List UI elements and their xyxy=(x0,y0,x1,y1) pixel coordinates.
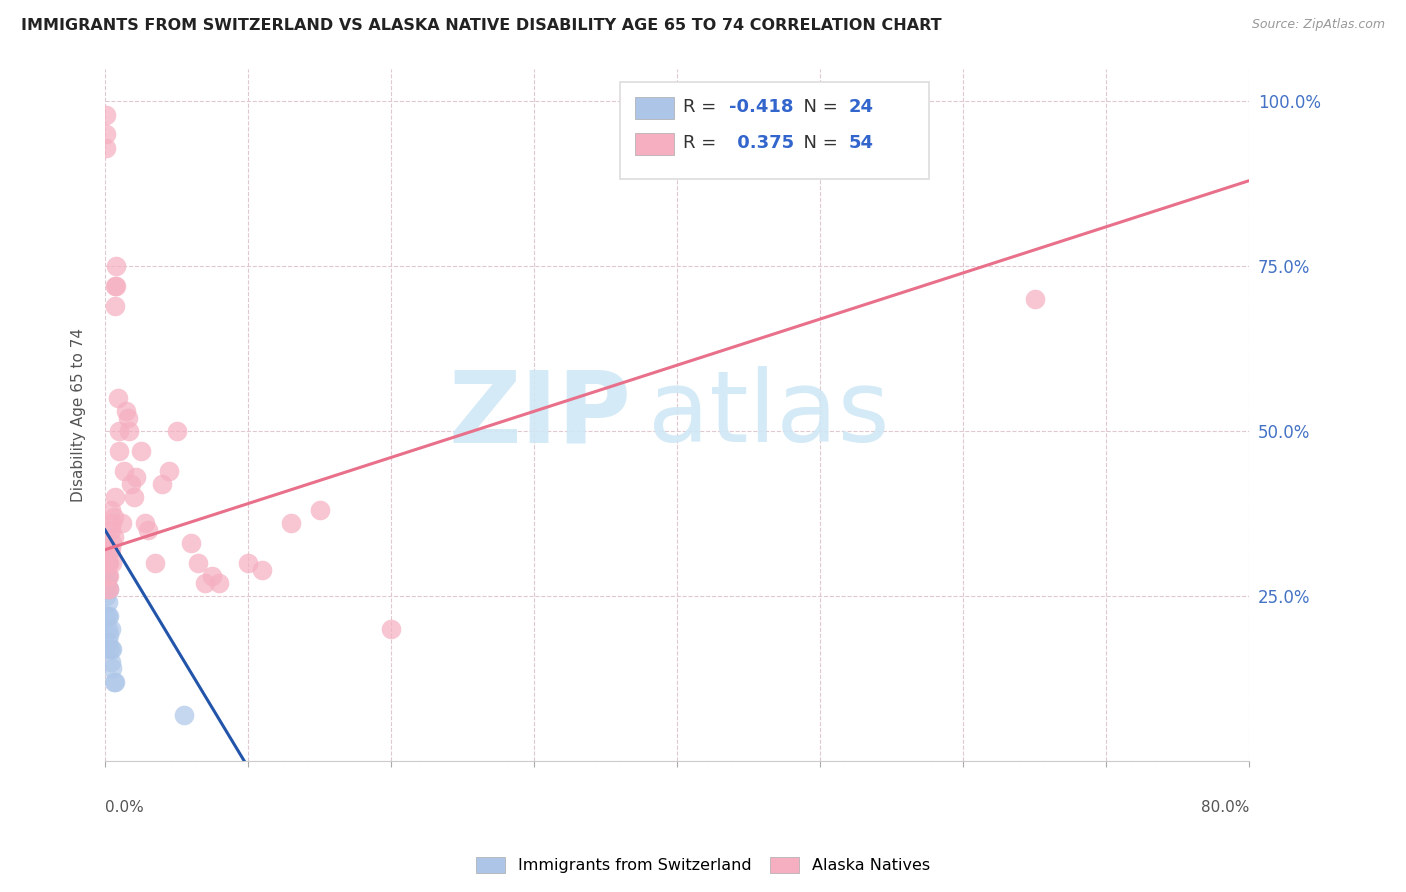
Point xyxy=(187,556,209,570)
Text: R =: R = xyxy=(683,134,721,152)
Point xyxy=(252,562,274,576)
Point xyxy=(96,589,118,603)
Point xyxy=(208,575,231,590)
Point xyxy=(101,516,124,531)
Point xyxy=(117,410,139,425)
Point xyxy=(98,641,121,656)
Point xyxy=(103,674,125,689)
Point xyxy=(98,569,121,583)
Point xyxy=(100,542,122,557)
Point xyxy=(101,556,124,570)
Point xyxy=(97,582,120,597)
Y-axis label: Disability Age 65 to 74: Disability Age 65 to 74 xyxy=(72,327,86,501)
Point xyxy=(97,569,120,583)
Point xyxy=(100,503,122,517)
Point xyxy=(157,464,180,478)
Point xyxy=(150,476,173,491)
Point xyxy=(100,655,122,669)
Point xyxy=(97,569,120,583)
Point xyxy=(98,542,121,557)
Point xyxy=(104,674,127,689)
Point xyxy=(108,443,131,458)
Point xyxy=(101,661,124,675)
Point xyxy=(97,608,120,623)
Point xyxy=(308,503,330,517)
Point xyxy=(97,622,120,636)
FancyBboxPatch shape xyxy=(636,133,673,155)
Point xyxy=(97,542,120,557)
Point xyxy=(98,582,121,597)
FancyBboxPatch shape xyxy=(620,82,929,179)
Text: 80.0%: 80.0% xyxy=(1201,799,1250,814)
Text: 0.375: 0.375 xyxy=(731,134,794,152)
Text: IMMIGRANTS FROM SWITZERLAND VS ALASKA NATIVE DISABILITY AGE 65 TO 74 CORRELATION: IMMIGRANTS FROM SWITZERLAND VS ALASKA NA… xyxy=(21,18,942,33)
Point xyxy=(107,391,129,405)
FancyBboxPatch shape xyxy=(636,97,673,119)
Point xyxy=(118,424,141,438)
Point xyxy=(98,582,121,597)
Point xyxy=(105,279,128,293)
Point xyxy=(105,260,128,274)
Point xyxy=(96,549,118,564)
Point xyxy=(112,464,135,478)
Point xyxy=(97,556,120,570)
Point xyxy=(101,641,124,656)
Point xyxy=(98,628,121,642)
Point xyxy=(103,509,125,524)
Point xyxy=(96,575,118,590)
Text: 54: 54 xyxy=(849,134,875,152)
Point xyxy=(173,707,195,722)
Text: R =: R = xyxy=(683,97,721,116)
Point xyxy=(166,424,188,438)
Point xyxy=(104,490,127,504)
Point xyxy=(96,608,118,623)
Point xyxy=(129,443,152,458)
Text: Source: ZipAtlas.com: Source: ZipAtlas.com xyxy=(1251,18,1385,31)
Text: atlas: atlas xyxy=(648,366,890,463)
Point xyxy=(97,582,120,597)
Point xyxy=(280,516,302,531)
Text: N =: N = xyxy=(792,97,844,116)
Point xyxy=(201,569,224,583)
Point xyxy=(100,523,122,537)
Point xyxy=(103,530,125,544)
Text: 0.0%: 0.0% xyxy=(105,799,143,814)
Point xyxy=(96,108,118,122)
Point xyxy=(96,556,118,570)
Point xyxy=(96,128,118,142)
Text: 24: 24 xyxy=(849,97,875,116)
Point xyxy=(97,556,120,570)
Point xyxy=(380,622,402,636)
Point xyxy=(98,556,121,570)
Point xyxy=(97,595,120,609)
Point xyxy=(96,140,118,154)
Text: N =: N = xyxy=(792,134,844,152)
Point xyxy=(104,279,127,293)
Point xyxy=(122,490,145,504)
Point xyxy=(125,470,148,484)
Point xyxy=(115,404,138,418)
Point xyxy=(101,536,124,550)
Point xyxy=(108,424,131,438)
Text: ZIP: ZIP xyxy=(449,366,631,463)
Point xyxy=(180,536,202,550)
Point xyxy=(120,476,142,491)
Point xyxy=(134,516,156,531)
Legend: Immigrants from Switzerland, Alaska Natives: Immigrants from Switzerland, Alaska Nati… xyxy=(470,850,936,880)
Point xyxy=(104,299,127,313)
Point xyxy=(97,635,120,649)
Point xyxy=(96,569,118,583)
Point xyxy=(236,556,259,570)
Point xyxy=(100,641,122,656)
Point xyxy=(1024,292,1046,306)
Point xyxy=(100,622,122,636)
Point xyxy=(194,575,217,590)
Point xyxy=(143,556,166,570)
Point xyxy=(136,523,159,537)
Point xyxy=(111,516,134,531)
Point xyxy=(98,608,121,623)
Text: -0.418: -0.418 xyxy=(728,97,793,116)
